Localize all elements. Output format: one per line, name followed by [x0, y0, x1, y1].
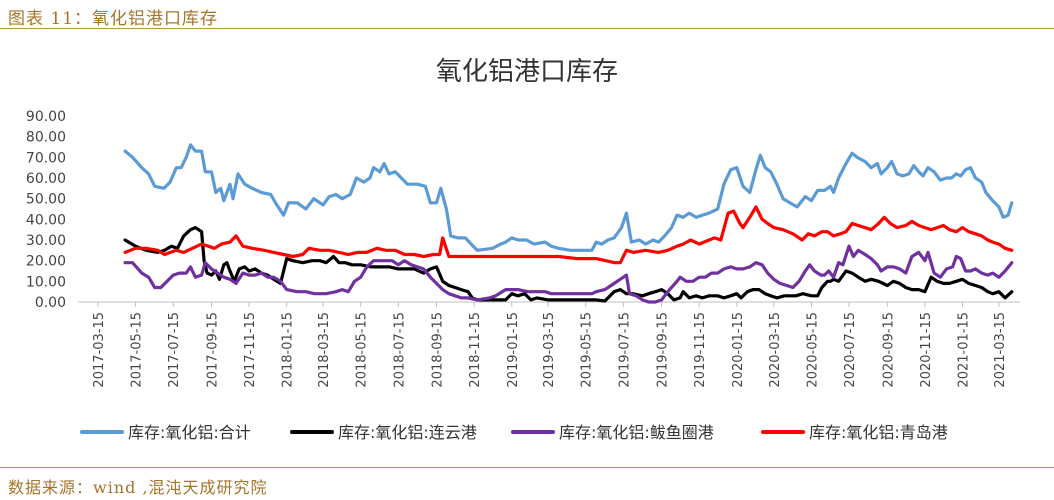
y-tick-label: 0.00 [35, 295, 66, 311]
series-line-2 [123, 244, 1014, 304]
x-tick-label: 2018-11-15 [468, 312, 483, 388]
x-tick-label: 2019-03-15 [542, 312, 557, 388]
series-line-3 [123, 205, 1014, 265]
x-tick-label: 2017-05-15 [130, 312, 145, 388]
x-tick-label: 2019-09-15 [656, 312, 671, 388]
y-axis: 0.00 10.00 20.00 30.00 40.00 50.00 60.00 70.00 8… [26, 109, 66, 311]
x-tick-label: 2017-03-15 [92, 312, 107, 388]
y-tick-label: 40.00 [26, 212, 66, 228]
top-rule [0, 28, 1054, 29]
y-tick-label: 90.00 [26, 109, 66, 125]
x-tick-label: 2019-11-15 [693, 312, 708, 388]
source-note: 数据来源：wind ,混沌天成研究院 [8, 478, 268, 497]
x-tick-label: 2021-01-15 [957, 312, 972, 388]
series-line-0 [123, 143, 1014, 252]
y-tick-label: 30.00 [26, 233, 66, 249]
x-tick-label: 2018-09-15 [431, 312, 446, 388]
y-tick-label: 80.00 [26, 130, 66, 146]
x-tick-label: 2017-07-15 [167, 312, 182, 388]
x-tick-label: 2019-01-15 [506, 312, 521, 388]
x-tick-label: 2017-11-15 [243, 312, 258, 388]
figure-caption: 图表 11：氧化铝港口库存 [8, 9, 219, 29]
x-tick-label: 2018-01-15 [281, 312, 296, 388]
x-tick-label: 2018-03-15 [317, 312, 332, 388]
chart-title: 氧化铝港口库存 [436, 57, 618, 87]
x-tick-label: 2017-09-15 [205, 312, 220, 388]
legend-label: 库存:氧化铝:连云港 [338, 423, 477, 442]
y-tick-label: 50.00 [26, 192, 66, 208]
bottom-rule [0, 467, 1054, 468]
y-tick-label: 70.00 [26, 150, 66, 166]
x-tick-label: 2020-09-15 [881, 312, 896, 388]
x-tick-label: 2020-05-15 [805, 312, 820, 388]
series-line-1 [123, 226, 1014, 303]
x-axis: 2017-03-15 2017-05-15 2017-07-15 2017-09-15… [78, 301, 1020, 388]
legend-label: 库存:氧化铝:青岛港 [809, 423, 948, 442]
x-tick-label: 2020-07-15 [843, 312, 858, 388]
y-tick-label: 20.00 [26, 254, 66, 270]
x-tick-label: 2018-05-15 [355, 312, 370, 388]
x-tick-label: 2020-01-15 [731, 312, 746, 388]
chart: 氧化铝港口库存 0.00 10.00 20.00 30.00 40.00 50.00 60.… [26, 57, 1020, 442]
x-tick-label: 2019-07-15 [617, 312, 632, 388]
x-tick-label: 2018-07-15 [392, 312, 407, 388]
x-tick-label: 2020-03-15 [768, 312, 783, 388]
series-layer [123, 143, 1014, 304]
x-tick-label: 2021-03-15 [993, 312, 1008, 388]
legend: 库存:氧化铝:合计 库存:氧化铝:连云港 库存:氧化铝:鲅鱼圈港 库存:氧化铝:青岛港 [80, 423, 948, 442]
legend-label: 库存:氧化铝:合计 [128, 423, 251, 442]
x-tick-label: 2020-11-15 [919, 312, 934, 388]
y-tick-label: 10.00 [26, 274, 66, 290]
y-tick-label: 60.00 [26, 171, 66, 187]
x-tick-label: 2019-05-15 [580, 312, 595, 388]
legend-label: 库存:氧化铝:鲅鱼圈港 [559, 423, 714, 442]
